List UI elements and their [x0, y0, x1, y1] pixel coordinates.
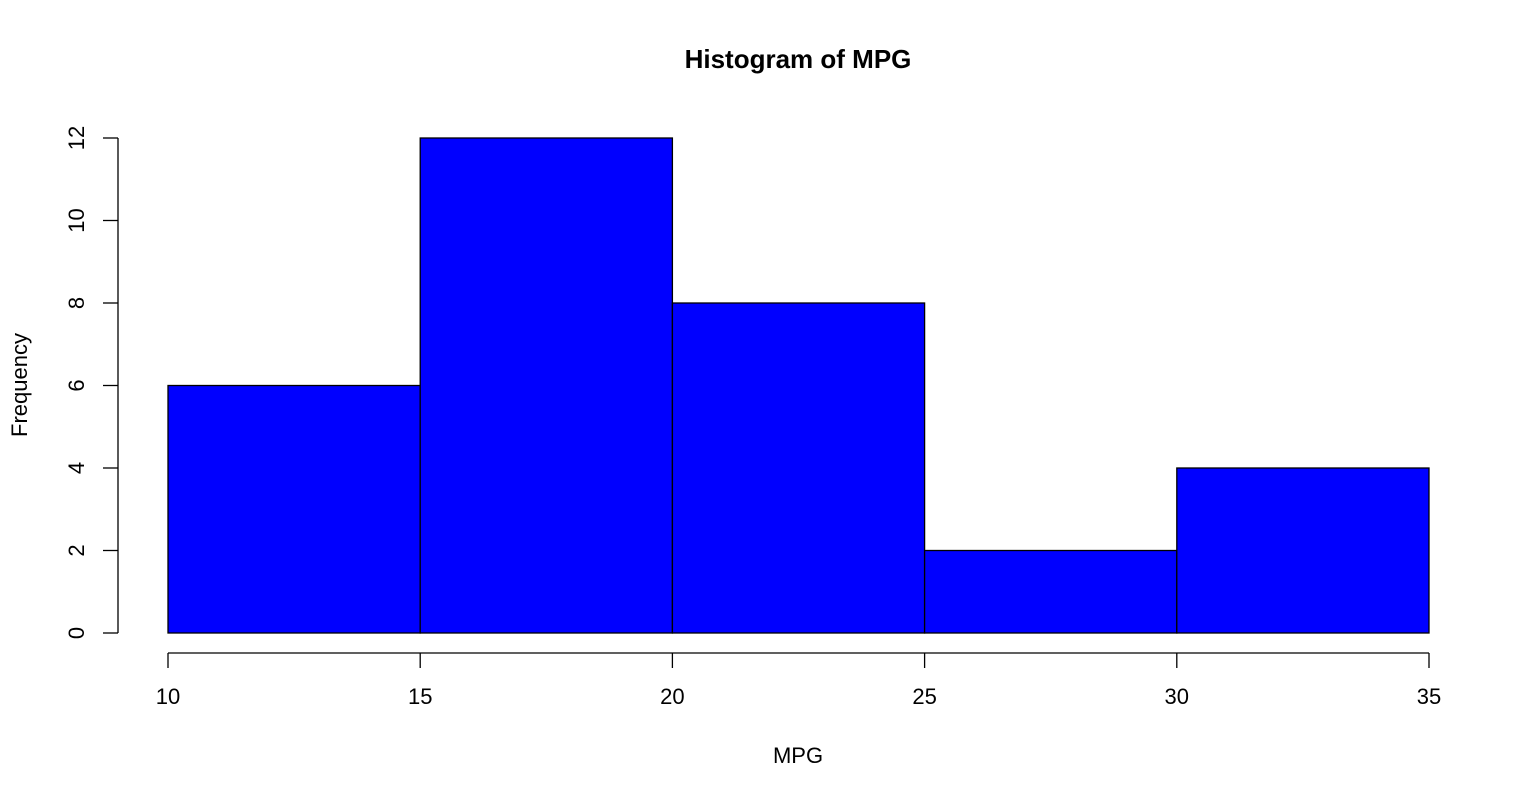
x-tick-label-5: 35 — [1417, 684, 1441, 709]
histogram-bar-2 — [671, 302, 926, 634]
x-tick-label-1: 15 — [408, 684, 432, 709]
x-axis: 10 15 20 25 30 35 — [156, 652, 1441, 709]
chart-title: Histogram of MPG — [685, 44, 912, 74]
x-tick-label-4: 30 — [1165, 684, 1189, 709]
bars-group — [167, 137, 1430, 634]
y-tick-label-0: 0 — [64, 627, 89, 639]
histogram-bar-3 — [923, 549, 1178, 634]
x-tick-label-3: 25 — [912, 684, 936, 709]
y-tick-label-3: 6 — [64, 379, 89, 391]
histogram-bar-4 — [1176, 467, 1430, 634]
y-tick-label-5: 10 — [64, 208, 89, 232]
y-tick-label-2: 4 — [64, 462, 89, 474]
histogram-bar-0 — [167, 384, 421, 634]
x-tick-label-2: 20 — [660, 684, 684, 709]
x-tick-label-0: 10 — [156, 684, 180, 709]
histogram-bar-1 — [419, 137, 674, 634]
y-axis: 0 2 4 6 8 10 12 — [64, 126, 119, 639]
x-axis-label: MPG — [773, 743, 823, 768]
y-axis-label: Frequency — [7, 333, 32, 437]
y-tick-label-6: 12 — [64, 126, 89, 150]
y-tick-label-1: 2 — [64, 544, 89, 556]
y-tick-label-4: 8 — [64, 297, 89, 309]
